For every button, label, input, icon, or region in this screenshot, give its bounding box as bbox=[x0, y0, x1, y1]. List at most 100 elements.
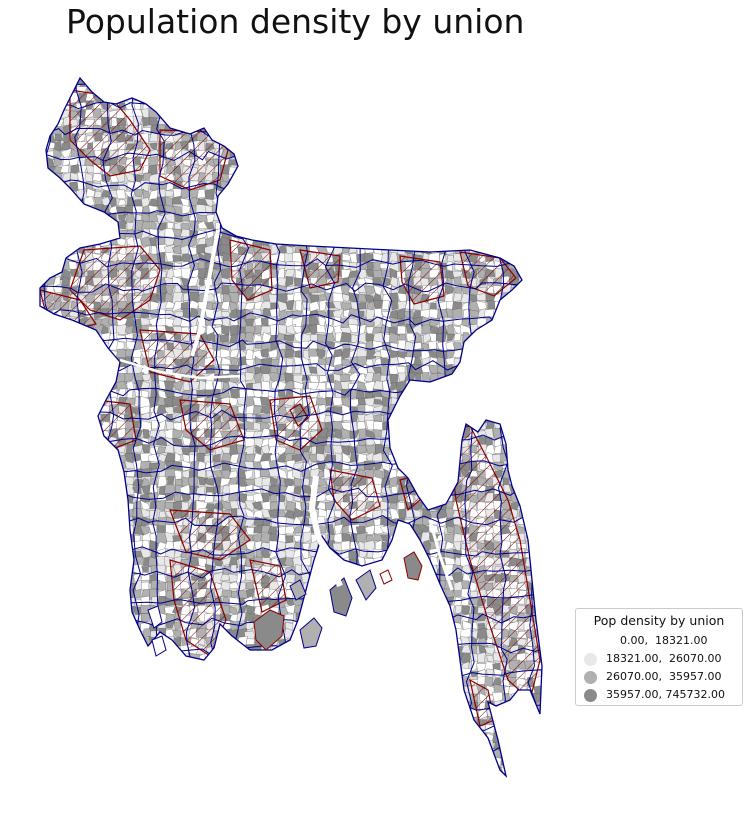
union-polygon bbox=[93, 494, 104, 501]
union-polygon bbox=[382, 197, 391, 209]
union-polygon bbox=[262, 100, 272, 110]
union-polygon bbox=[340, 620, 350, 632]
union-polygon bbox=[510, 356, 520, 366]
union-polygon bbox=[331, 652, 343, 665]
union-polygon bbox=[333, 221, 343, 231]
union-polygon bbox=[173, 78, 181, 79]
union-polygon bbox=[254, 165, 264, 174]
union-polygon bbox=[156, 78, 166, 80]
union-polygon bbox=[437, 428, 447, 439]
union-polygon bbox=[276, 148, 287, 160]
union-polygon bbox=[539, 341, 542, 352]
union-polygon bbox=[356, 183, 366, 190]
union-polygon bbox=[436, 124, 448, 136]
union-polygon bbox=[404, 413, 417, 424]
union-polygon bbox=[510, 381, 520, 390]
union-polygon bbox=[397, 678, 407, 686]
union-polygon bbox=[316, 572, 327, 583]
union-polygon bbox=[428, 668, 441, 680]
union-polygon bbox=[500, 78, 512, 86]
union-polygon bbox=[309, 149, 319, 157]
union-polygon bbox=[356, 628, 367, 641]
union-polygon bbox=[452, 396, 461, 407]
union-polygon bbox=[533, 485, 542, 496]
union-polygon bbox=[78, 405, 87, 416]
union-polygon bbox=[468, 69, 479, 77]
union-polygon bbox=[251, 100, 262, 112]
union-polygon bbox=[436, 644, 447, 655]
union-polygon bbox=[61, 86, 70, 96]
union-polygon bbox=[44, 679, 56, 689]
union-polygon bbox=[516, 292, 528, 303]
union-polygon bbox=[412, 158, 423, 167]
union-polygon bbox=[533, 524, 542, 534]
union-polygon bbox=[438, 596, 447, 606]
union-polygon bbox=[420, 139, 432, 152]
union-polygon bbox=[421, 119, 431, 128]
union-polygon bbox=[540, 252, 542, 264]
union-polygon bbox=[492, 246, 503, 255]
union-polygon bbox=[262, 124, 272, 135]
union-polygon bbox=[325, 574, 334, 582]
union-polygon bbox=[389, 613, 401, 624]
union-polygon bbox=[469, 228, 479, 241]
union-polygon bbox=[478, 380, 488, 391]
union-polygon bbox=[237, 172, 247, 184]
union-polygon bbox=[381, 300, 390, 310]
union-polygon bbox=[420, 181, 432, 192]
union-polygon bbox=[214, 108, 222, 119]
union-polygon bbox=[267, 229, 280, 238]
union-polygon bbox=[221, 78, 232, 88]
union-polygon bbox=[69, 228, 80, 238]
union-polygon bbox=[76, 461, 87, 473]
union-polygon bbox=[28, 597, 37, 606]
union-polygon bbox=[172, 652, 182, 664]
union-polygon bbox=[84, 588, 96, 600]
union-polygon bbox=[390, 156, 398, 169]
union-polygon bbox=[341, 645, 352, 655]
union-polygon bbox=[44, 316, 56, 328]
union-polygon bbox=[428, 454, 439, 461]
union-polygon bbox=[220, 661, 231, 671]
union-polygon bbox=[77, 349, 87, 357]
union-polygon bbox=[460, 356, 472, 367]
union-polygon bbox=[427, 485, 438, 497]
union-polygon bbox=[108, 653, 120, 664]
union-polygon bbox=[420, 196, 430, 206]
union-polygon bbox=[452, 78, 462, 79]
union-polygon bbox=[525, 252, 537, 264]
union-polygon bbox=[116, 564, 128, 575]
union-polygon bbox=[237, 181, 248, 192]
union-polygon bbox=[221, 123, 231, 137]
union-polygon bbox=[85, 398, 96, 408]
union-polygon bbox=[76, 468, 86, 481]
union-polygon bbox=[429, 637, 439, 646]
union-polygon bbox=[411, 85, 424, 94]
union-polygon bbox=[307, 158, 319, 167]
union-polygon bbox=[277, 541, 286, 551]
union-polygon bbox=[84, 403, 96, 415]
union-polygon bbox=[294, 639, 304, 646]
union-polygon bbox=[398, 236, 406, 247]
union-polygon bbox=[363, 676, 376, 686]
union-polygon bbox=[268, 84, 278, 96]
union-polygon bbox=[68, 614, 80, 623]
union-polygon bbox=[429, 630, 440, 640]
union-polygon bbox=[421, 212, 432, 222]
union-polygon bbox=[467, 84, 480, 96]
union-polygon bbox=[539, 572, 542, 584]
union-polygon bbox=[452, 220, 463, 230]
union-polygon bbox=[236, 659, 248, 670]
union-polygon bbox=[476, 340, 486, 352]
union-polygon bbox=[532, 285, 542, 296]
union-polygon bbox=[62, 227, 72, 240]
union-polygon bbox=[460, 412, 472, 424]
union-polygon bbox=[110, 533, 118, 545]
union-polygon bbox=[316, 382, 326, 391]
union-polygon bbox=[229, 196, 239, 208]
union-polygon bbox=[107, 501, 119, 509]
union-polygon bbox=[53, 475, 62, 486]
union-polygon bbox=[507, 340, 520, 352]
union-polygon bbox=[348, 92, 360, 103]
union-polygon bbox=[116, 324, 129, 336]
